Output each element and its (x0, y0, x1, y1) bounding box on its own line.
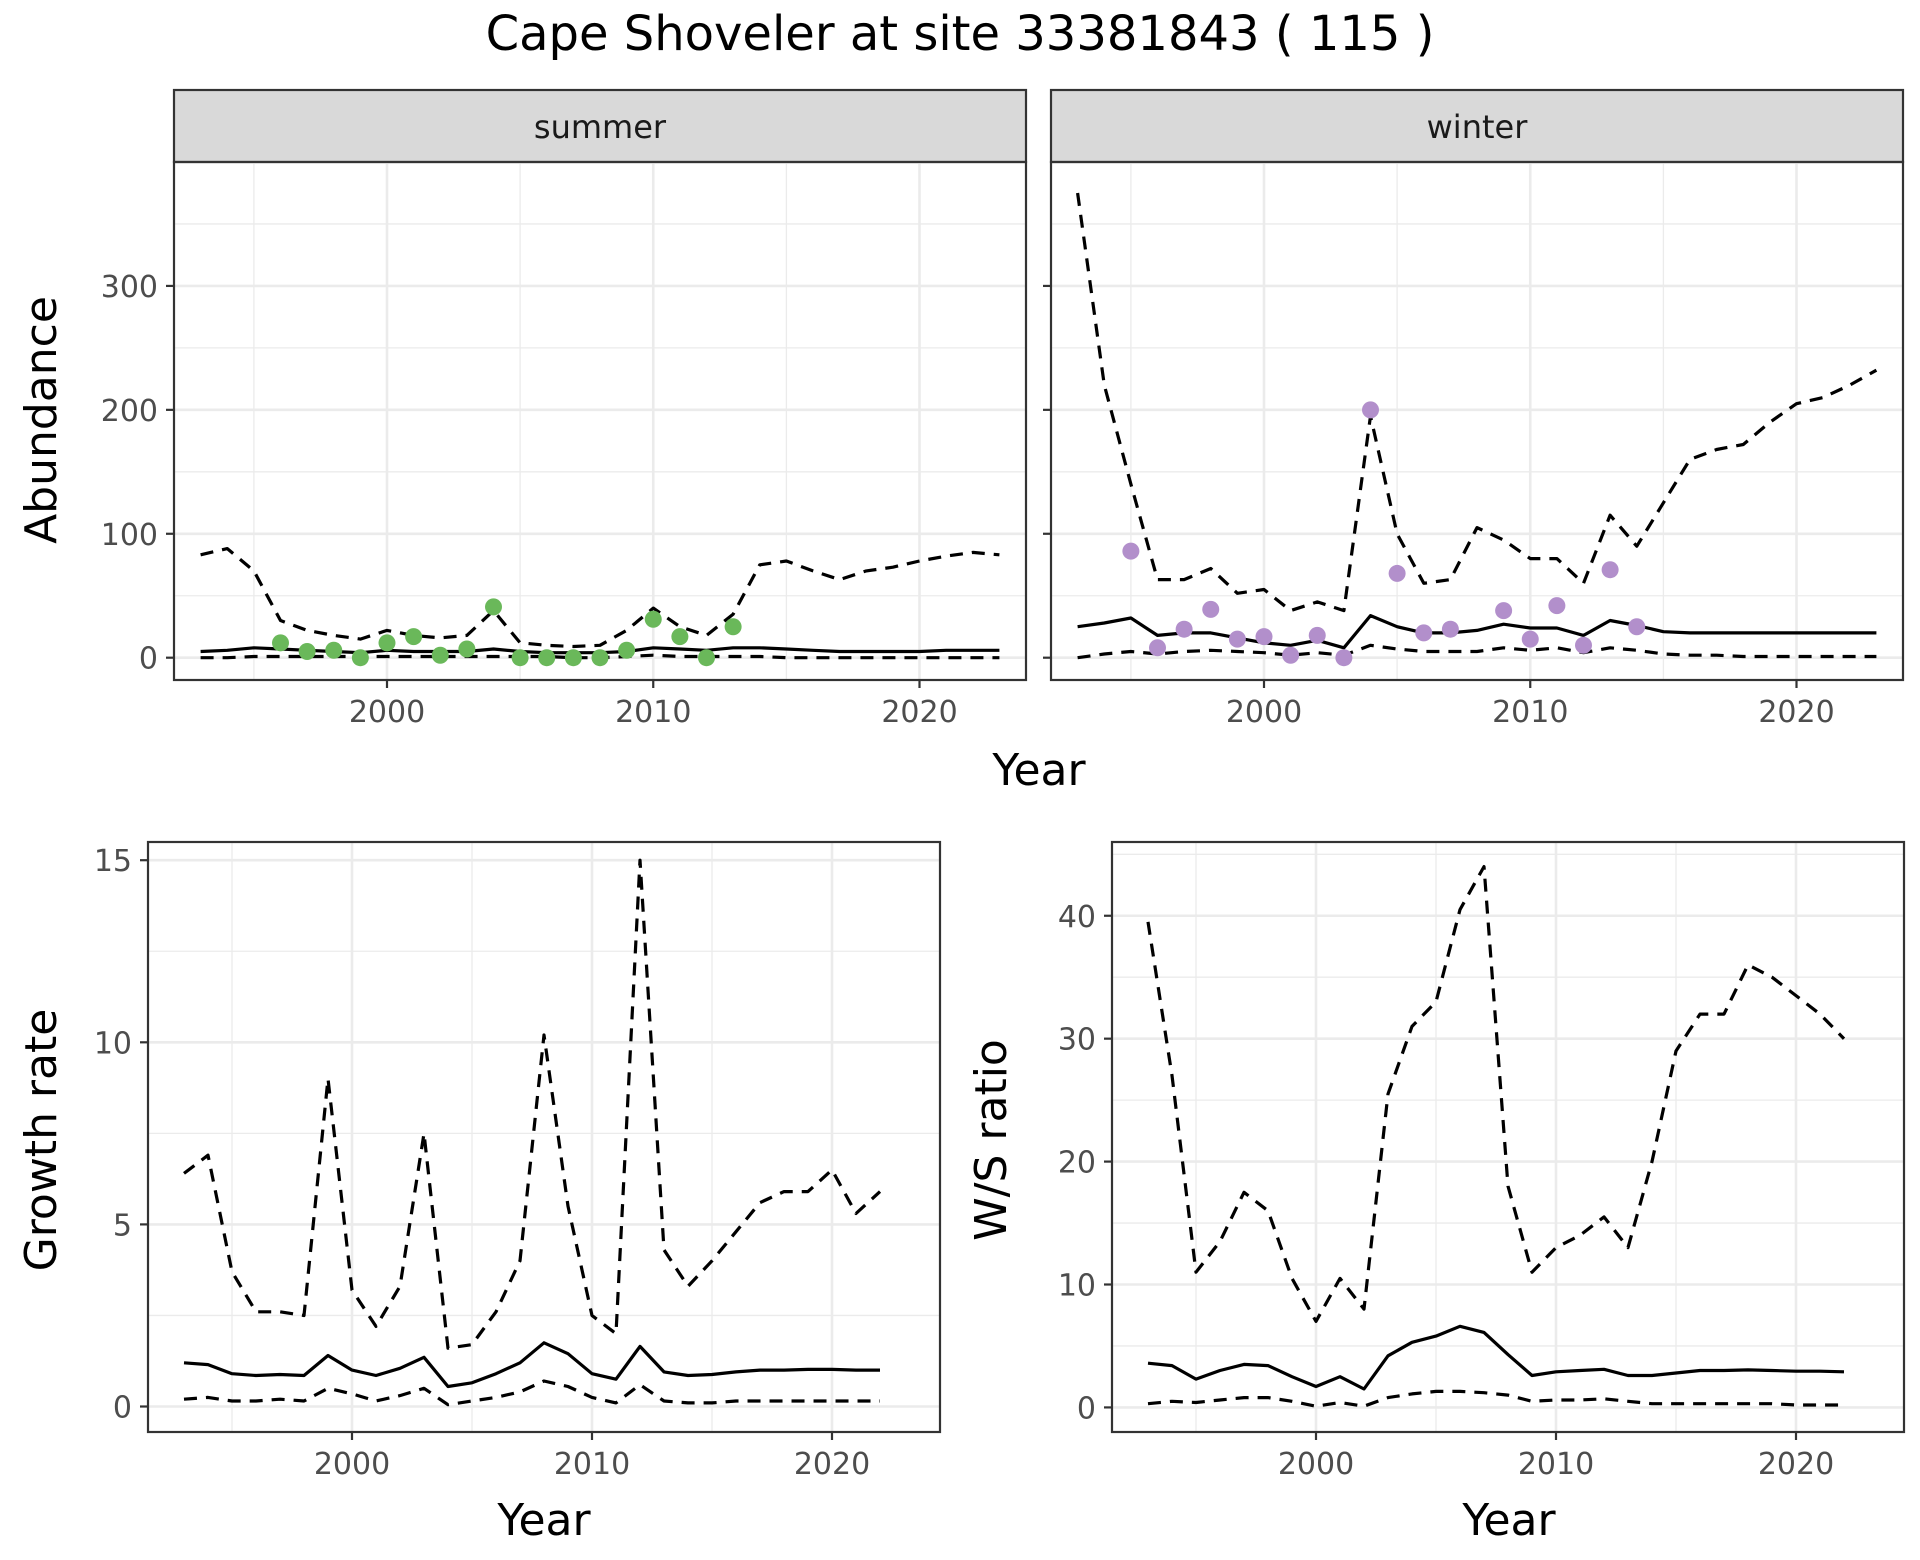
data-point (1282, 646, 1300, 664)
data-point (724, 618, 742, 636)
y-tick-label: 20 (1058, 1146, 1096, 1181)
plot-area-ws-ratio: 2000 2010 2020 0 10 20 30 40 (1058, 840, 1906, 1482)
panel-ws-ratio: 2000 2010 2020 0 10 20 30 40 (1058, 840, 1906, 1482)
data-point (1149, 639, 1166, 657)
data-point (1628, 618, 1646, 636)
data-point (1362, 401, 1379, 419)
y-axis-title-growth-rate: Growth rate (16, 1009, 67, 1272)
x-tick-label: 2020 (1758, 695, 1834, 730)
series-line-upper (200, 546, 1000, 649)
data-point (1495, 602, 1513, 620)
x-tick-label: 2000 (314, 1447, 390, 1482)
y-tick-label: 10 (1058, 1269, 1096, 1304)
data-point (671, 628, 689, 646)
plot-area-abundance-winter: 2000 2010 2020 (1043, 160, 1905, 730)
x-tick-label: 2010 (1492, 695, 1568, 730)
data-point (538, 649, 556, 667)
data-point (1575, 636, 1592, 654)
data-point (698, 649, 715, 667)
data-point (405, 628, 423, 646)
data-point (378, 634, 396, 652)
data-point (1521, 630, 1539, 648)
strip-winter (1049, 88, 1905, 164)
plot-area-abundance-summer: 2000 2010 2020 0 100 200 300 (101, 160, 1028, 730)
plot-title: Cape Shoveler at site 33381843 ( 115 ) (486, 6, 1435, 62)
data-point (644, 610, 662, 628)
data-point (1601, 561, 1619, 579)
data-point (298, 642, 316, 660)
panel-border (172, 160, 1028, 682)
data-point (351, 649, 369, 667)
y-axis-title-ws-ratio: W/S ratio (966, 1039, 1017, 1241)
data-point (511, 649, 529, 667)
panel-border (1110, 840, 1906, 1434)
data-point (485, 598, 502, 616)
data-point (1415, 624, 1433, 642)
plot-area-growth-rate: 2000 2010 2020 0 5 10 15 (94, 840, 942, 1482)
x-tick-label: 2010 (615, 695, 691, 730)
data-point (591, 649, 609, 667)
series-line-upper (183, 858, 882, 1350)
x-tick-label: 2020 (794, 1447, 870, 1482)
x-tick-label: 2010 (1518, 1447, 1594, 1482)
data-point (431, 646, 449, 664)
data-point (618, 641, 636, 659)
strip-label-summer: summer (534, 108, 667, 146)
series-line-upper (1076, 192, 1878, 613)
x-axis-title-ws-ratio: Year (1461, 1495, 1556, 1546)
series-line-lower (1147, 1389, 1844, 1408)
strip-summer (172, 88, 1028, 164)
data-point (458, 640, 476, 658)
series-line-lower (1077, 643, 1877, 660)
x-tick-label: 2000 (1226, 695, 1302, 730)
x-tick-label: 2000 (1278, 1447, 1354, 1482)
data-point (1308, 626, 1326, 644)
panel-abundance-summer: summer 2000 2010 2020 0 100 200 300 (101, 88, 1028, 730)
y-tick-label: 0 (139, 642, 158, 677)
data-point (1228, 630, 1246, 648)
y-tick-label: 300 (101, 270, 158, 305)
x-axis-title-abundance: Year (991, 745, 1086, 796)
y-tick-label: 0 (1077, 1391, 1096, 1426)
series-line-estimate (1077, 613, 1877, 650)
data-point (1122, 542, 1140, 560)
y-tick-label: 200 (101, 394, 158, 429)
y-tick-label: 0 (113, 1391, 132, 1426)
data-point (1175, 620, 1193, 638)
data-point (1255, 628, 1273, 646)
panel-growth-rate: 2000 2010 2020 0 5 10 15 (94, 840, 942, 1482)
data-point (564, 649, 582, 667)
panel-abundance-winter: winter 2000 2010 2020 (1043, 88, 1905, 730)
series-line-lower (183, 1379, 880, 1407)
panel-border (1049, 160, 1905, 682)
panel-border (146, 840, 942, 1434)
data-point (272, 634, 289, 652)
x-tick-label: 2020 (1758, 1447, 1834, 1482)
y-tick-label: 30 (1058, 1023, 1096, 1058)
data-point (1335, 649, 1353, 667)
y-tick-label: 15 (94, 844, 132, 879)
data-point (1202, 600, 1220, 618)
series-line-estimate (183, 1341, 880, 1389)
series-line-estimate (1147, 1324, 1845, 1391)
series-line-upper (1146, 864, 1846, 1324)
data-point (1388, 564, 1406, 582)
y-tick-label: 10 (94, 1026, 132, 1061)
data-point (325, 641, 343, 659)
y-axis-title-abundance: Abundance (16, 296, 67, 544)
y-tick-label: 5 (113, 1208, 132, 1243)
x-axis-title-growth-rate: Year (496, 1495, 591, 1546)
data-point (1441, 620, 1459, 638)
x-tick-label: 2000 (349, 695, 425, 730)
y-tick-label: 40 (1058, 900, 1096, 935)
strip-label-winter: winter (1427, 108, 1529, 146)
x-tick-label: 2010 (554, 1447, 630, 1482)
x-tick-label: 2020 (881, 695, 957, 730)
data-point (1548, 597, 1566, 615)
y-tick-label: 100 (101, 518, 158, 553)
